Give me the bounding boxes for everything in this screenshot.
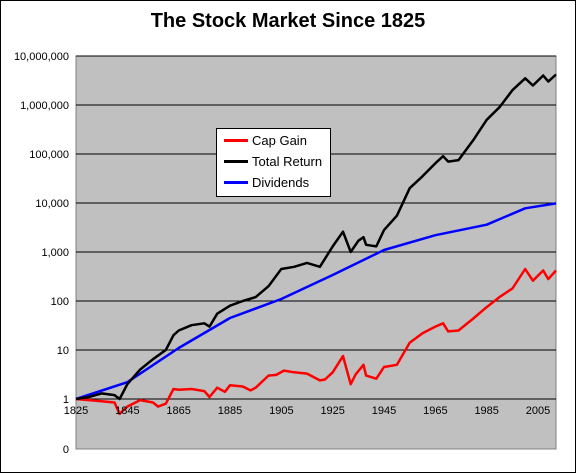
series-lines	[75, 73, 557, 416]
x-tick-label: 1945	[372, 405, 396, 417]
legend-item-dividends: Dividends	[217, 174, 330, 192]
legend: Cap Gain Total Return Dividends	[216, 128, 331, 197]
y-tick-label: 10,000	[35, 198, 69, 210]
legend-swatch-dividends	[224, 181, 248, 184]
legend-item-total-return: Total Return	[217, 153, 330, 171]
x-tick-label: 1965	[423, 405, 447, 417]
legend-item-cap-gain: Cap Gain	[217, 132, 330, 150]
y-tick-label: 10	[57, 345, 69, 357]
gridlines	[76, 55, 556, 400]
series-line-cap-gain	[75, 267, 557, 416]
x-axis-tick-labels: 1825 1845 1865 1885 1905 1925 1945 1965 1985 2005	[64, 405, 551, 417]
x-tick-label: 2005	[526, 405, 550, 417]
x-tick-label: 1845	[115, 405, 139, 417]
series-line-dividends	[75, 202, 557, 401]
x-tick-label: 1925	[320, 405, 344, 417]
legend-swatch-cap-gain	[224, 139, 248, 142]
y-tick-label: 100,000	[29, 149, 69, 161]
series-line-total-return	[75, 73, 557, 401]
y-tick-label: 1,000,000	[20, 100, 69, 112]
x-tick-label: 1905	[269, 405, 293, 417]
y-axis-tick-labels: 0 1 10 100 1,000 10,000 100,000 1,000,000 10,000…	[14, 51, 69, 456]
legend-label-total-return: Total Return	[252, 154, 323, 169]
chart-title: The Stock Market Since 1825	[150, 10, 426, 32]
x-tick-label: 1885	[218, 405, 242, 417]
y-tick-label: 0	[63, 444, 69, 456]
y-tick-label: 100	[51, 296, 69, 308]
y-tick-label: 1,000	[41, 247, 69, 259]
legend-label-cap-gain: Cap Gain	[252, 133, 307, 148]
y-tick-label: 1	[63, 394, 69, 406]
x-tick-label: 1825	[64, 405, 88, 417]
legend-swatch-total-return	[224, 160, 248, 163]
legend-label-dividends: Dividends	[252, 175, 310, 190]
x-tick-label: 1985	[474, 405, 498, 417]
x-tick-label: 1865	[166, 405, 190, 417]
y-tick-label: 10,000,000	[14, 51, 69, 63]
